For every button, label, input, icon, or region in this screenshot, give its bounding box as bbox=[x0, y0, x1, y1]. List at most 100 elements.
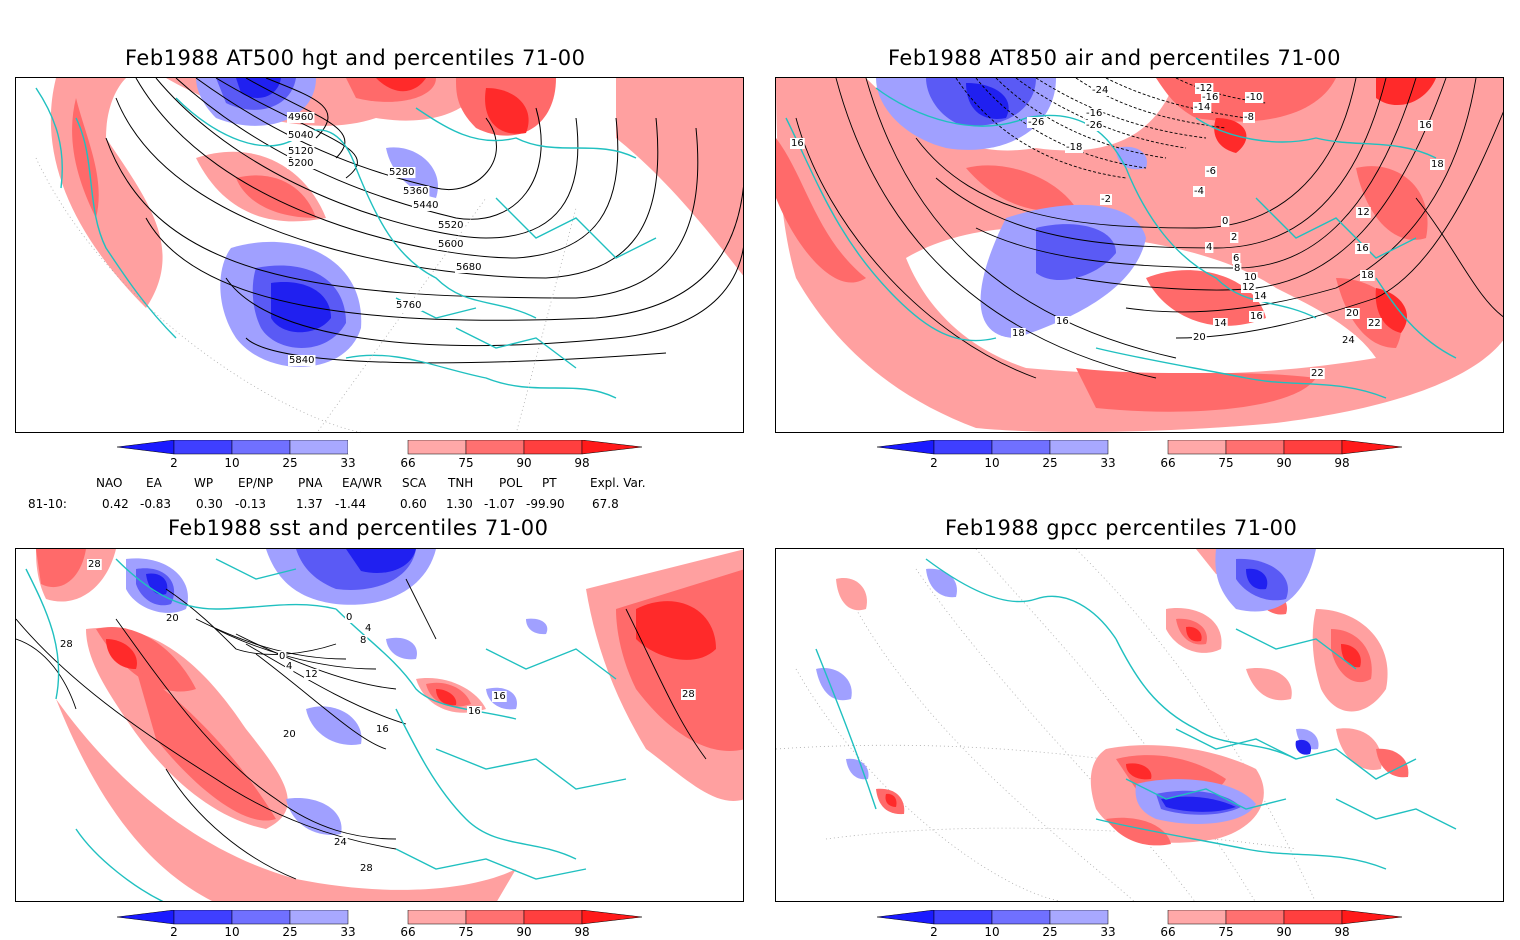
contour-label: 22 bbox=[1368, 318, 1381, 329]
contour-label: 16 bbox=[376, 724, 389, 735]
contour-label: 24 bbox=[334, 837, 347, 848]
contour-label: 0 bbox=[346, 612, 352, 623]
contour-label: 0 bbox=[279, 651, 285, 662]
colorbar-label: 66 bbox=[1160, 456, 1176, 470]
contour-label: 20 bbox=[283, 729, 296, 740]
contour-label: 5520 bbox=[438, 220, 463, 231]
contour-label: -24 bbox=[1092, 85, 1108, 96]
index-value: -1.07 bbox=[484, 497, 516, 511]
contour-label: -16 bbox=[1202, 92, 1218, 103]
contour-label: 2 bbox=[1231, 232, 1237, 243]
colorbar-label: 75 bbox=[1218, 925, 1234, 939]
contour-label: -2 bbox=[1101, 194, 1111, 205]
contour-label: 16 bbox=[1356, 243, 1369, 254]
colorbar-ramp bbox=[116, 909, 643, 925]
colorbar-label: 98 bbox=[1334, 925, 1350, 939]
contour-label: 16 bbox=[1056, 316, 1069, 327]
contour-label: 20 bbox=[1346, 308, 1359, 319]
contour-label: 22 bbox=[1311, 368, 1324, 379]
colorbar-label: 66 bbox=[400, 925, 416, 939]
index-header: PNA bbox=[298, 476, 323, 490]
colorbar-sst: 2 10 25 33 66 75 90 98 bbox=[116, 909, 643, 940]
contour-label: 28 bbox=[682, 689, 695, 700]
index-value: 67.8 bbox=[592, 497, 619, 511]
contour-label: 16 bbox=[791, 138, 804, 149]
colorbar-label: 90 bbox=[1276, 456, 1292, 470]
map-gpcc-canvas bbox=[776, 549, 1457, 901]
index-value: 0.42 bbox=[102, 497, 129, 511]
colorbar-label: 66 bbox=[1160, 925, 1176, 939]
contour-label: 5360 bbox=[403, 186, 428, 197]
colorbar-label: 75 bbox=[1218, 456, 1234, 470]
index-value: -1.44 bbox=[335, 497, 367, 511]
contour-label: -10 bbox=[1246, 92, 1262, 103]
colorbar-label: 25 bbox=[282, 456, 298, 470]
index-header: Expl. Var. bbox=[590, 476, 646, 490]
index-header: POL bbox=[499, 476, 523, 490]
contour-label: 8 bbox=[360, 635, 366, 646]
index-row-label: 81-10: bbox=[28, 497, 67, 511]
contour-label: 5200 bbox=[288, 158, 313, 169]
contour-label: 18 bbox=[1431, 159, 1444, 170]
contour-label: 14 bbox=[1214, 318, 1227, 329]
contour-label: -4 bbox=[1194, 186, 1204, 197]
contour-label: 16 bbox=[493, 691, 506, 702]
colorbar-label: 75 bbox=[458, 456, 474, 470]
panel-title-gpcc: Feb1988 gpcc percentiles 71-00 bbox=[945, 516, 1298, 540]
index-value: 0.60 bbox=[400, 497, 427, 511]
panel-title-hgt500: Feb1988 AT500 hgt and percentiles 71-00 bbox=[125, 46, 586, 70]
contour-label: 16 bbox=[1250, 311, 1263, 322]
colorbar-hgt500: 2 10 25 33 66 75 90 98 bbox=[116, 439, 643, 480]
colorbar-label: 2 bbox=[170, 925, 178, 939]
contour-label: 12 bbox=[1357, 207, 1370, 218]
map-sst-canvas: 28 20 28 0 4 8 12 16 20 16 24 28 0 4 16 … bbox=[16, 549, 743, 901]
contour-label: -18 bbox=[1066, 142, 1082, 153]
index-value: -99.90 bbox=[526, 497, 565, 511]
colorbar-label: 10 bbox=[224, 456, 240, 470]
colorbar-label: 98 bbox=[1334, 456, 1350, 470]
colorbar-label: 66 bbox=[400, 456, 416, 470]
contour-label: 4960 bbox=[288, 112, 313, 123]
index-value: 0.30 bbox=[196, 497, 223, 511]
colorbar-label: 2 bbox=[170, 456, 178, 470]
map-hgt500: 4960 5040 5120 5200 5280 5360 5440 5520 … bbox=[15, 77, 744, 433]
colorbar-label: 33 bbox=[1100, 925, 1116, 939]
contour-label: -26 bbox=[1028, 117, 1044, 128]
colorbar-label: 33 bbox=[340, 925, 356, 939]
contour-label: 28 bbox=[88, 559, 101, 570]
index-header: SCA bbox=[402, 476, 427, 490]
map-air850-canvas: -24 -26 -16 -26 -12 -10 -16 -14 -8 -18 -… bbox=[776, 78, 1503, 432]
colorbar-gpcc: 2 10 25 33 66 75 90 98 bbox=[876, 909, 1403, 940]
index-header: NAO bbox=[96, 476, 123, 490]
contour-labels-hgt500: 4960 5040 5120 5200 5280 5360 5440 5520 … bbox=[287, 112, 483, 366]
contour-label: 18 bbox=[1012, 328, 1025, 339]
contour-label: 28 bbox=[60, 639, 73, 650]
colorbar-label: 25 bbox=[282, 925, 298, 939]
colorbar-label: 90 bbox=[516, 925, 532, 939]
contour-label: 20 bbox=[1193, 332, 1206, 343]
contour-label: 5040 bbox=[288, 130, 313, 141]
colorbar-label: 2 bbox=[930, 456, 938, 470]
colorbar-label: 10 bbox=[984, 456, 1000, 470]
contour-labels-air850: -24 -26 -16 -26 -12 -10 -16 -14 -8 -18 -… bbox=[790, 83, 1445, 379]
colorbar-ramp bbox=[876, 439, 1403, 455]
contour-label: 4 bbox=[365, 623, 371, 634]
index-value: -0.13 bbox=[235, 497, 267, 511]
contour-label: -16 bbox=[1086, 108, 1102, 119]
indices-header-row: NAO EA WP EP/NP PNA EA/WR SCA TNH POL PT… bbox=[0, 476, 760, 492]
indices-value-row: 81-10: 0.42 -0.83 0.30 -0.13 1.37 -1.44 … bbox=[0, 497, 760, 513]
contour-label: 5600 bbox=[438, 239, 463, 250]
map-air850: -24 -26 -16 -26 -12 -10 -16 -14 -8 -18 -… bbox=[775, 77, 1504, 433]
index-header: EP/NP bbox=[238, 476, 274, 490]
contour-label: 4 bbox=[1206, 242, 1212, 253]
contour-label: 0 bbox=[1222, 216, 1228, 227]
contour-label: 14 bbox=[1254, 291, 1267, 302]
contour-label: 5840 bbox=[289, 355, 314, 366]
colorbar-label: 2 bbox=[930, 925, 938, 939]
map-gpcc bbox=[775, 548, 1504, 902]
contour-label: 4 bbox=[286, 661, 292, 672]
colorbar-air850: 2 10 25 33 66 75 90 98 bbox=[876, 439, 1403, 480]
colorbar-label: 98 bbox=[574, 925, 590, 939]
contour-label: 6 bbox=[1233, 253, 1239, 264]
contour-label: 28 bbox=[360, 863, 373, 874]
